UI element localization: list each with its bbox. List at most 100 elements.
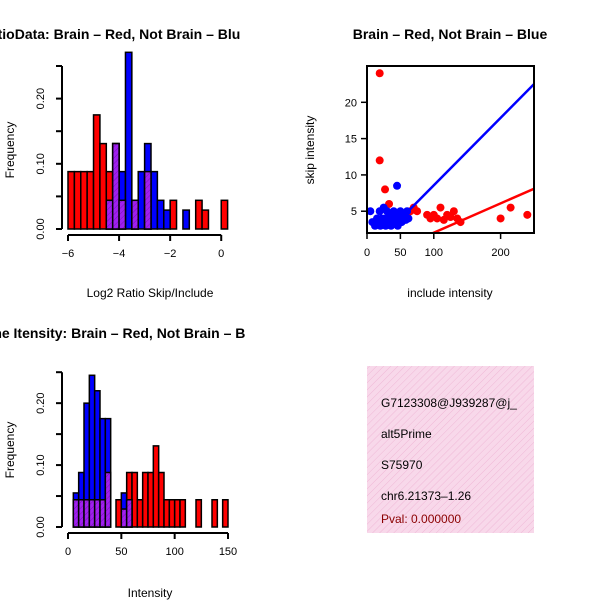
intensity-x-tick-label-2: 100 <box>165 546 183 558</box>
scatter-xlabel: include intensity <box>407 286 492 300</box>
intensity-x-tick-label-3: 150 <box>219 546 237 558</box>
intensity-y-tick-label-2: 0.20 <box>35 392 47 413</box>
intensity-overlap-bar-7 <box>120 508 128 528</box>
intensity-hist-ylabel: Frequency <box>3 422 17 479</box>
ratio-x-tick-label-1: −4 <box>113 248 126 260</box>
ratio-hist-xlabel: Log2 Ratio Skip/Include <box>87 286 214 300</box>
ratio-blue-bar-8 <box>156 199 165 230</box>
scatter-x-tick-label-1: 50 <box>394 247 406 259</box>
ratio-blue-bar-5 <box>137 170 146 230</box>
scatter-brain-point-16 <box>446 213 455 222</box>
info-gene-id: G7123308@J939287@j_ <box>381 396 517 410</box>
ratio-blue-bar-3 <box>124 51 133 230</box>
ratio-histogram: RatioData: Brain – Red, Not Brain – Blu … <box>0 26 240 300</box>
info-probe-id: S75970 <box>381 458 423 472</box>
intensity-y-tick-label-0: 0.00 <box>35 516 47 537</box>
intensity-x-tick-label-1: 50 <box>115 546 127 558</box>
intensity-x-tick-label-0: 0 <box>65 546 71 558</box>
info-location: chr6.21373–1.26 <box>381 489 471 503</box>
intensity-red-bar-22 <box>221 499 229 528</box>
info-panel-background <box>367 366 534 533</box>
ratio-y-tick-label-2: 0.20 <box>35 88 47 109</box>
scatter-title: Brain – Red, Not Brain – Blue <box>353 26 548 42</box>
intensity-red-bar-20 <box>195 499 203 528</box>
scatter-x-tick-label-2: 100 <box>425 247 443 259</box>
intensity-overlap-bar-4 <box>93 499 101 528</box>
ratio-hist-ylabel: Frequency <box>3 122 17 179</box>
intensity-overlap-bar-0 <box>72 499 80 528</box>
ratio-red-bar-12 <box>194 199 203 230</box>
scatter-notbrain-fit-line <box>392 83 534 227</box>
intensity-red-bar-7 <box>115 499 123 528</box>
ratio-overlap-bar-2 <box>118 199 127 230</box>
scatter-y-tick-label-2: 15 <box>345 134 357 146</box>
ratio-hist-bars <box>67 51 229 230</box>
info-pval: Pval: 0.000000 <box>381 512 461 526</box>
intensity-red-bar-11 <box>136 499 144 528</box>
ratio-red-bar-3 <box>86 170 95 230</box>
intensity-red-bar-18 <box>173 499 181 528</box>
intensity-red-bar-10 <box>131 471 139 528</box>
intensity-red-bar-17 <box>168 499 176 528</box>
scatter-brain-point-22 <box>523 210 532 219</box>
ratio-y-tick-label-0: 0.00 <box>35 218 47 239</box>
intensity-overlap-bar-5 <box>99 499 107 528</box>
ratio-blue-bar-9 <box>163 209 171 230</box>
scatter-axes: 0 50 100 200 5 10 15 20 <box>345 97 510 259</box>
ratio-red-bar-14 <box>220 199 229 230</box>
intensity-red-bar-16 <box>163 499 171 528</box>
ratio-overlap-bar-4 <box>143 170 152 230</box>
scatter-x-tick-label-3: 200 <box>491 247 509 259</box>
ratio-blue-bar-10 <box>182 209 191 230</box>
ratio-hist-axes: −6 −4 −2 0 0.00 0.10 0.20 <box>35 65 224 260</box>
intensity-red-bar-12 <box>141 471 149 528</box>
scatter-marks <box>367 69 534 233</box>
scatter-brain-point-12 <box>433 214 442 223</box>
intensity-y-tick-label-1: 0.10 <box>35 454 47 475</box>
ratio-blue-bar-7 <box>150 170 159 230</box>
intensity-overlap-bar-8 <box>125 499 133 528</box>
intensity-red-bar-21 <box>211 499 219 528</box>
scatter-y-tick-label-3: 20 <box>345 97 357 109</box>
intensity-hist-axes: 0 50 100 150 0.00 0.10 0.20 <box>35 371 237 558</box>
ratio-overlap-bar-3 <box>131 199 139 230</box>
scatter-brain-point-13 <box>436 203 445 212</box>
ratio-x-tick-label-3: 0 <box>218 248 224 260</box>
ratio-overlap-bar-1 <box>111 142 120 230</box>
intensity-hist-xlabel: Intensity <box>128 586 173 600</box>
ratio-red-bar-1 <box>73 170 82 230</box>
scatter-notbrain-point-0 <box>367 207 375 216</box>
ratio-y-tick-label-1: 0.10 <box>35 153 47 174</box>
intensity-hist-title: Gene Itensity: Brain – Red, Not Brain – … <box>0 325 245 341</box>
scatter-ylabel: skip intensity <box>303 116 317 185</box>
intensity-red-bar-15 <box>157 471 165 528</box>
intensity-red-bar-14 <box>152 445 160 528</box>
scatter-frame <box>366 65 535 234</box>
ratio-x-tick-label-2: −2 <box>164 248 177 260</box>
ratio-red-bar-0 <box>67 170 76 230</box>
ratio-red-bar-11 <box>169 199 178 230</box>
scatter-brain-point-8 <box>413 207 422 216</box>
ratio-red-bar-13 <box>201 209 210 230</box>
scatter-notbrain-point-20 <box>393 181 402 190</box>
scatter-brain-point-2 <box>381 185 390 194</box>
scatter-brain-point-0 <box>375 69 384 78</box>
scatter-y-tick-label-1: 10 <box>345 170 357 182</box>
scatter-brain-fit-line <box>430 187 534 233</box>
ratio-red-bar-2 <box>80 170 88 230</box>
intensity-overlap-bar-6 <box>104 471 112 528</box>
intensity-red-bar-19 <box>179 499 187 528</box>
ratio-overlap-bar-0 <box>105 199 114 230</box>
info-panel: G7123308@J939287@j_ alt5Prime S75970 chr… <box>367 366 534 533</box>
intensity-overlap-bar-3 <box>88 499 96 528</box>
scatter-brain-point-21 <box>506 203 515 212</box>
intensity-hist-bars <box>72 374 229 528</box>
scatter-brain-point-20 <box>496 214 505 223</box>
scatter-x-tick-label-0: 0 <box>364 247 370 259</box>
info-event-type: alt5Prime <box>381 427 432 441</box>
scatter-y-tick-label-0: 5 <box>351 206 357 218</box>
intensity-overlap-bar-2 <box>83 499 91 528</box>
ratio-red-bar-4 <box>92 114 101 230</box>
ratio-red-bar-5 <box>99 142 108 230</box>
